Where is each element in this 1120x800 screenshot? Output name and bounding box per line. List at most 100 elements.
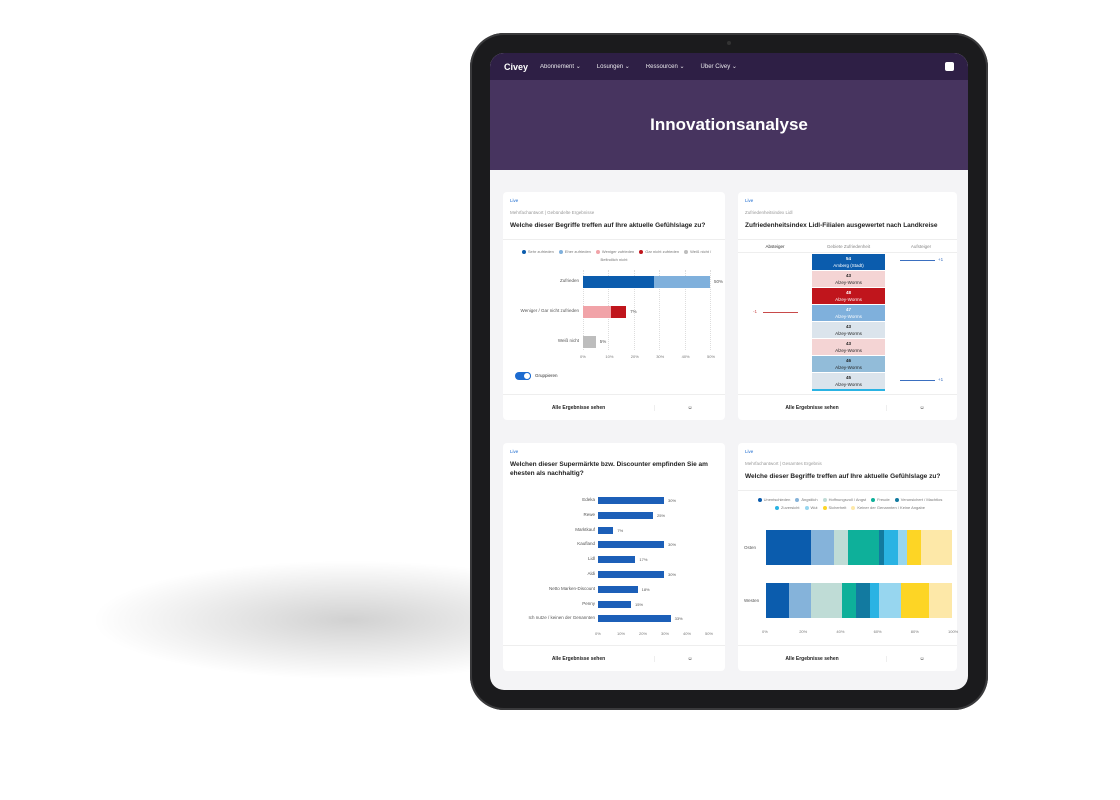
legend-label: Sicherheit (828, 505, 847, 510)
top-nav: Civey Abonnement Lösungen Ressourcen Übe… (490, 53, 968, 80)
bar-row: Aldi 30% (503, 571, 725, 579)
logo[interactable]: Civey (504, 61, 529, 72)
region-name: Alzey-Worms (835, 365, 862, 370)
bar-segment[interactable] (929, 583, 952, 618)
bar-segment[interactable] (901, 583, 930, 618)
bar[interactable] (598, 541, 664, 549)
x-tick: 100% (948, 629, 959, 634)
region-cell[interactable]: 43 Alzey-Worms (812, 339, 885, 356)
bar[interactable] (598, 526, 614, 534)
see-all-results-link[interactable]: Alle Ergebnisse sehen (738, 404, 887, 411)
share-icon[interactable]: ☺ (687, 404, 693, 411)
see-all-results-link[interactable]: Alle Ergebnisse sehen (503, 655, 655, 662)
see-all-results-link[interactable]: Alle Ergebnisse sehen (738, 655, 887, 662)
x-tick: 30% (661, 631, 670, 636)
share-icon[interactable]: ☺ (687, 655, 693, 662)
bar-segment[interactable] (788, 583, 812, 618)
legend-swatch (851, 505, 856, 510)
card-supermaerkte: Live Welchen dieser Supermärkte bzw. Dis… (503, 443, 725, 671)
bar-segment[interactable] (884, 530, 899, 565)
legend-label: Sehr zufrieden (527, 249, 554, 254)
bar-segment[interactable] (920, 530, 952, 565)
region-cell[interactable]: 54 Amberg (Stadt) (812, 254, 885, 271)
region-cell[interactable]: 47 Alzey-Worms (812, 305, 885, 322)
page-title: Innovationsanalyse (490, 80, 968, 170)
bar[interactable] (598, 511, 653, 519)
legend-label: Wut (810, 505, 818, 510)
bar-segment[interactable] (833, 530, 848, 565)
bar-segment[interactable] (583, 306, 611, 318)
legend-swatch (684, 249, 689, 254)
x-tick: 0% (580, 354, 586, 359)
region-cell[interactable]: 43 Alzey-Worms (812, 322, 885, 339)
legend: Sehr zufrieden Eher zufrieden Weniger zufr… (513, 248, 715, 264)
group-toggle[interactable] (515, 372, 531, 380)
region-value: 54 (845, 256, 851, 261)
bar-segment[interactable] (610, 306, 627, 318)
category-label: Kaufland (577, 541, 595, 547)
region-value: 48 (845, 290, 851, 295)
legend-item: Ängstlich (790, 497, 818, 502)
bar[interactable] (598, 615, 671, 623)
value-label: 17% (639, 557, 648, 563)
category-label: Westen (744, 598, 760, 603)
x-tick: 80% (910, 629, 919, 634)
bar-segment[interactable] (583, 336, 596, 348)
x-tick: 60% (873, 629, 882, 634)
nav-abonnement[interactable]: Abonnement (540, 63, 581, 70)
see-all-results-link[interactable]: Alle Ergebnisse sehen (503, 404, 655, 411)
bar-row: Kaufland 30% (503, 541, 725, 549)
value-label: 5% (599, 339, 607, 344)
bar-segment[interactable] (870, 583, 879, 618)
card-gefuehlslage-region: Live Mehrfachantwort | Gesamtes Ergebnis… (738, 443, 959, 671)
share-icon[interactable]: ☺ (919, 655, 925, 662)
account-icon[interactable] (945, 62, 954, 71)
bar-row: Penny 15% (503, 600, 725, 609)
legend-swatch (795, 497, 800, 502)
legend-swatch (595, 249, 600, 254)
bar[interactable] (598, 497, 664, 504)
x-tick: 50% (707, 354, 716, 359)
bar-segment[interactable] (811, 583, 843, 618)
card-subtitle: Zufriedenheitsindex Lidl (745, 210, 793, 215)
bar-segment[interactable] (898, 530, 907, 565)
bar-segment[interactable] (856, 583, 871, 618)
legend-item: Eher zufrieden (554, 249, 591, 254)
bar[interactable] (598, 556, 636, 564)
region-cell[interactable]: 46 Alzey-Worms (812, 356, 885, 373)
live-badge: Live (745, 449, 754, 454)
bar-segment[interactable] (583, 276, 655, 288)
legend-item: Unentschieden (753, 497, 790, 502)
category-label: Weniger / Gar nicht zufrieden (520, 308, 579, 313)
legend-swatch (871, 497, 876, 502)
bar-segment[interactable] (878, 530, 885, 565)
bar-segment[interactable] (654, 276, 710, 288)
region-name: Amberg (Stadt) (833, 263, 864, 268)
bar-segment[interactable] (842, 583, 857, 618)
bar-segment[interactable] (811, 530, 834, 565)
bar[interactable] (598, 571, 664, 578)
region-value: 43 (845, 341, 851, 346)
legend-item: Weiß nicht / Befindlich nicht (601, 249, 712, 262)
legend-label: Weniger zufrieden (601, 249, 635, 254)
bar-segment[interactable] (766, 583, 789, 618)
legend-swatch (757, 497, 762, 502)
bar-segment[interactable] (847, 530, 879, 565)
bar[interactable] (598, 600, 631, 608)
nav-loesungen[interactable]: Lösungen (597, 63, 630, 70)
bar-segment[interactable] (878, 583, 902, 618)
region-cell[interactable]: 45 Alzey-Worms (812, 373, 885, 390)
nav-ueber[interactable]: Über Civey (701, 63, 737, 70)
bar[interactable] (598, 585, 638, 593)
region-cell[interactable]: 48 Alzey-Worms (812, 288, 885, 305)
bar-segment[interactable] (906, 530, 921, 565)
x-tick: 40% (681, 354, 690, 359)
legend-swatch (558, 249, 563, 254)
region-cell[interactable]: 43 Alzey-Worms (812, 271, 885, 288)
bar-segment[interactable] (766, 530, 812, 565)
nav-ressourcen[interactable]: Ressourcen (646, 63, 685, 70)
legend-label: Freude (877, 497, 890, 502)
category-label: Ich nutze / keinen der Genannten (528, 615, 595, 621)
share-icon[interactable]: ☺ (919, 404, 925, 411)
category-label: Edeka (582, 497, 595, 502)
